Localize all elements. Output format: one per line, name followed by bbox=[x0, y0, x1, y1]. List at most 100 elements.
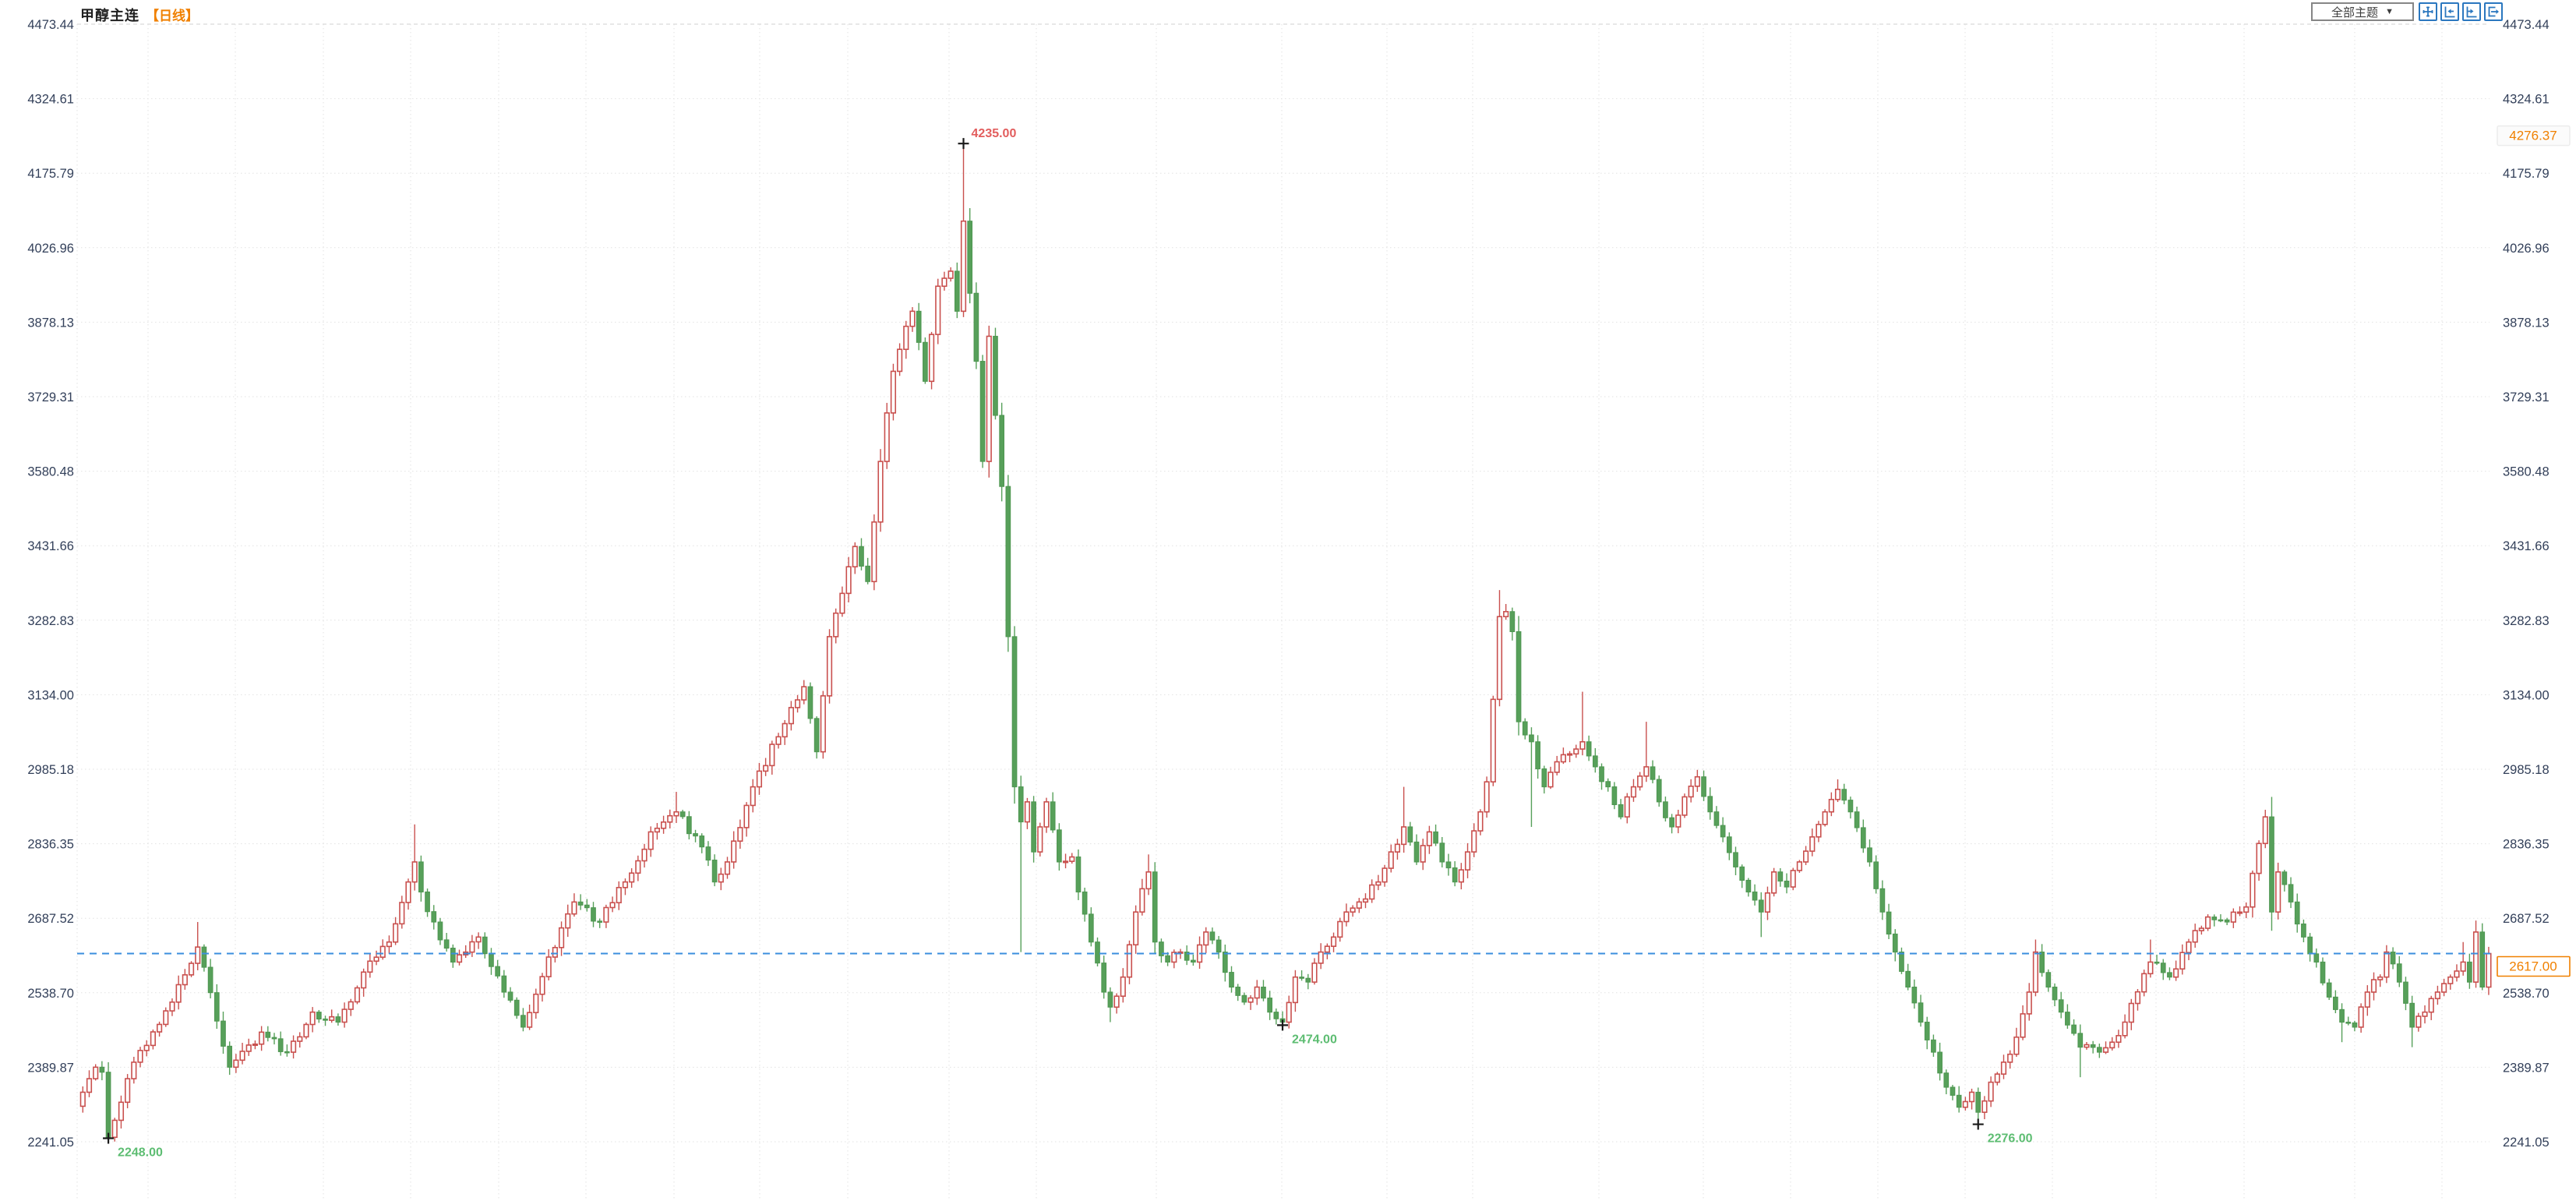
candle-body bbox=[1057, 829, 1062, 863]
candle-body bbox=[1082, 891, 1088, 915]
candle-body bbox=[482, 936, 488, 955]
candle-body bbox=[1586, 741, 1592, 757]
reference-price-label: 4276.37 bbox=[2509, 129, 2557, 143]
axis-tick-label-left: 2836.35 bbox=[27, 838, 74, 852]
candle-body bbox=[2301, 924, 2306, 938]
theme-dropdown[interactable]: 全部主题 ▼ bbox=[2311, 2, 2414, 21]
candle-body bbox=[105, 1072, 111, 1138]
candle-body bbox=[2339, 1008, 2345, 1023]
candle-body bbox=[2422, 1011, 2428, 1017]
candle-body bbox=[361, 971, 367, 989]
axis-tick-label-left: 4026.96 bbox=[27, 242, 74, 256]
candle-body bbox=[1095, 941, 1100, 964]
candle-body bbox=[558, 927, 565, 948]
candle-body bbox=[1509, 611, 1516, 633]
candle-body bbox=[195, 946, 201, 964]
go-to-latest-button[interactable] bbox=[2484, 2, 2503, 21]
candle-body bbox=[1956, 1094, 1962, 1108]
candle-body bbox=[290, 1040, 297, 1053]
candle-body bbox=[456, 954, 463, 963]
candle-body bbox=[2192, 930, 2198, 943]
candle-body bbox=[2262, 816, 2268, 845]
candle-body bbox=[354, 987, 361, 1003]
candle-body bbox=[1547, 772, 1554, 788]
crosshair-button[interactable] bbox=[2419, 2, 2437, 21]
axis-tick-label-left: 3134.00 bbox=[27, 688, 74, 702]
candle-body bbox=[1611, 786, 1618, 806]
go-to-latest-icon bbox=[2487, 5, 2500, 18]
candle-body bbox=[2472, 931, 2479, 983]
candle-body bbox=[1191, 959, 1196, 963]
candle-body bbox=[323, 1018, 328, 1021]
candle-body bbox=[1618, 804, 1624, 818]
candle-body bbox=[2326, 982, 2332, 998]
candle-body bbox=[2434, 991, 2441, 1000]
candle-body bbox=[2109, 1041, 2115, 1049]
candle-body bbox=[865, 565, 871, 582]
candle-body bbox=[2256, 842, 2262, 874]
zoom-out-horizontal-button[interactable] bbox=[2440, 2, 2459, 21]
candle-body bbox=[2173, 968, 2179, 978]
candle-body bbox=[903, 325, 909, 351]
candle-body bbox=[871, 521, 877, 583]
candle-body bbox=[86, 1078, 93, 1093]
candle-body bbox=[316, 1012, 322, 1020]
candle-body bbox=[1950, 1086, 1956, 1096]
candle-body bbox=[1216, 939, 1222, 953]
candle-body bbox=[1343, 911, 1350, 923]
candle-body bbox=[609, 902, 616, 909]
candle-body bbox=[1650, 766, 1656, 780]
candle-body bbox=[1937, 1051, 1943, 1074]
candle-body bbox=[501, 975, 507, 993]
candle-body bbox=[137, 1050, 143, 1063]
axis-tick-label-right: 4026.96 bbox=[2503, 242, 2550, 256]
axis-tick-label-left: 4175.79 bbox=[27, 167, 74, 181]
candle-body bbox=[2345, 1021, 2352, 1024]
candle-body bbox=[1694, 775, 1700, 787]
candle-body bbox=[1962, 1100, 1968, 1108]
axis-tick-label-right: 4473.44 bbox=[2503, 18, 2550, 32]
candle-body bbox=[93, 1066, 99, 1079]
candle-body bbox=[801, 686, 807, 701]
axis-tick-label-right: 3431.66 bbox=[2503, 539, 2550, 553]
candle-body bbox=[2128, 1002, 2134, 1023]
candle-body bbox=[967, 221, 973, 294]
zoom-in-horizontal-button[interactable] bbox=[2462, 2, 2481, 21]
candle-body bbox=[367, 960, 373, 973]
candle-body bbox=[2096, 1047, 2102, 1053]
candle-body bbox=[169, 1001, 175, 1012]
candle-body bbox=[182, 974, 188, 986]
extreme-label: 2276.00 bbox=[1988, 1132, 2033, 1146]
candle-body bbox=[947, 270, 954, 279]
candle-body bbox=[341, 1008, 348, 1023]
candle-body bbox=[2218, 919, 2224, 922]
candle-body bbox=[807, 686, 813, 719]
candle-body bbox=[1484, 781, 1490, 813]
candle-body bbox=[1822, 811, 1828, 825]
candle-body bbox=[1669, 817, 1674, 828]
candle-body bbox=[1050, 801, 1056, 831]
candle-body bbox=[513, 999, 520, 1016]
candle-body bbox=[418, 861, 424, 893]
candle-body bbox=[571, 901, 577, 915]
candle-body bbox=[1088, 913, 1094, 943]
candle-body bbox=[1867, 847, 1872, 863]
candle-body bbox=[1918, 1002, 1924, 1023]
candle-body bbox=[2007, 1053, 2013, 1063]
candle-body bbox=[1401, 826, 1407, 846]
candle-body bbox=[188, 963, 195, 976]
candle-body bbox=[820, 695, 826, 753]
candle-body bbox=[2275, 871, 2281, 913]
candle-body bbox=[2370, 979, 2377, 993]
candle-body bbox=[1229, 972, 1234, 988]
candle-body bbox=[979, 361, 986, 462]
axis-tick-label-right: 2389.87 bbox=[2503, 1061, 2550, 1075]
period-label: 【日线】 bbox=[146, 9, 199, 23]
extreme-marker-icon bbox=[1277, 1019, 1289, 1031]
candle-body bbox=[731, 840, 737, 863]
candle-body bbox=[2384, 951, 2390, 978]
candle-body bbox=[1816, 824, 1822, 838]
candle-body bbox=[1477, 811, 1484, 832]
candle-body bbox=[1209, 931, 1216, 941]
